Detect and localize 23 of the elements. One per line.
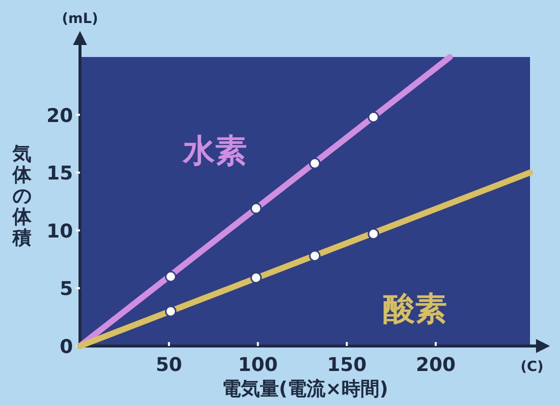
y-axis-title: 気体の体積 <box>12 143 32 249</box>
x-tick-label: 150 <box>326 354 367 376</box>
point <box>164 306 176 318</box>
point <box>368 111 380 123</box>
x-axis-title: 電気量(電流×時間) <box>222 378 388 400</box>
series-label: 水素 <box>182 132 247 170</box>
y-tick-label: 0 <box>60 336 73 358</box>
x-tick-label: 100 <box>238 354 278 376</box>
y-tick-label: 15 <box>46 162 73 185</box>
text: (mL) <box>62 11 98 27</box>
y-tick-label: 20 <box>46 104 73 127</box>
point <box>368 228 380 240</box>
text: (C) <box>520 359 544 375</box>
point <box>250 202 262 214</box>
y-tick-label: 10 <box>46 220 73 242</box>
series-label: 酸素 <box>383 289 447 328</box>
point <box>164 270 176 282</box>
point <box>250 272 262 284</box>
point <box>309 250 321 262</box>
x-tick-label: 50 <box>156 354 182 376</box>
x-tick-label: 200 <box>416 354 456 376</box>
y-tick-label: 5 <box>60 278 73 300</box>
point <box>309 158 321 170</box>
